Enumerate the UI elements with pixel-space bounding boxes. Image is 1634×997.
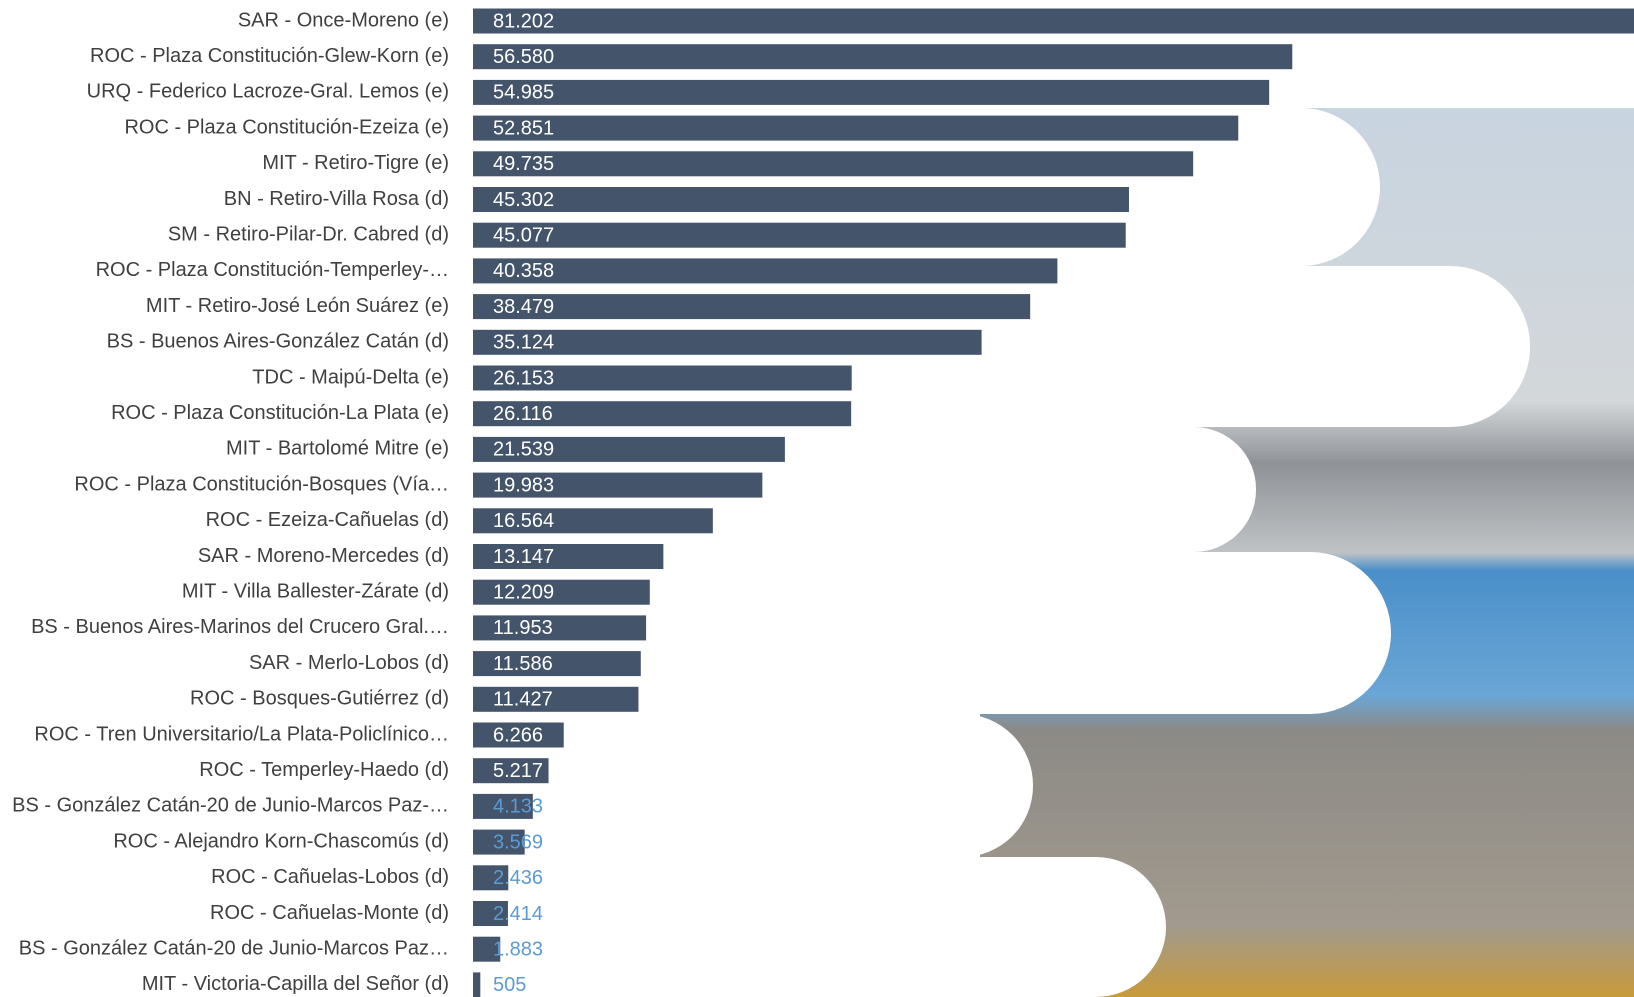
category-label: BS - González Catán-20 de Junio-Marcos P…	[12, 795, 449, 817]
value-label: 45.077	[493, 224, 554, 246]
bar	[473, 401, 852, 427]
bar	[473, 8, 1634, 34]
bar	[473, 651, 641, 677]
category-label: MIT - Bartolomé Mitre (e)	[226, 438, 449, 460]
category-label: MIT - Victoria-Capilla del Señor (d)	[142, 973, 449, 995]
category-label: ROC - Bosques-Gutiérrez (d)	[190, 688, 449, 710]
category-label: ROC - Plaza Constitución-Ezeiza (e)	[124, 116, 449, 138]
value-label: 16.564	[493, 510, 554, 532]
value-label: 13.147	[493, 546, 554, 568]
category-label: MIT - Villa Ballester-Zárate (d)	[182, 580, 449, 602]
bar	[473, 79, 1270, 105]
value-label: 4.133	[493, 796, 543, 818]
category-label: ROC - Cañuelas-Monte (d)	[210, 902, 449, 924]
category-label: BN - Retiro-Villa Rosa (d)	[224, 188, 449, 210]
category-label: TDC - Maipú-Delta (e)	[252, 366, 449, 388]
value-label: 38.479	[493, 296, 554, 318]
bar	[473, 829, 525, 855]
bar	[473, 294, 1031, 320]
category-label: SAR - Merlo-Lobos (d)	[249, 652, 449, 674]
value-label: 11.427	[493, 689, 553, 711]
value-label: 11.953	[493, 617, 553, 639]
bar	[473, 258, 1058, 284]
bar	[473, 544, 664, 569]
bar	[473, 793, 533, 819]
bar	[473, 508, 713, 534]
category-label: SAR - Moreno-Mercedes (d)	[198, 545, 449, 567]
bar	[473, 579, 650, 605]
bar	[473, 436, 785, 462]
value-label: 26.153	[493, 367, 554, 389]
value-label: 40.358	[493, 260, 554, 282]
value-label: 1.883	[493, 938, 543, 960]
category-label: ROC - Temperley-Haedo (d)	[199, 759, 449, 781]
value-label: 11.586	[493, 653, 553, 675]
bar	[473, 329, 982, 355]
bar	[473, 222, 1126, 248]
bar	[473, 615, 647, 641]
bar	[473, 686, 639, 712]
bar	[473, 722, 564, 748]
value-label: 56.580	[493, 46, 554, 68]
value-label: 505	[493, 974, 526, 996]
value-label: 19.983	[493, 474, 554, 496]
value-label: 5.217	[493, 760, 543, 782]
bar	[473, 151, 1194, 177]
category-label: ROC - Alejandro Korn-Chascomús (d)	[113, 830, 449, 852]
category-label: ROC - Plaza Constitución-Bosques (Vía…	[74, 473, 449, 495]
category-label: ROC - Tren Universitario/La Plata-Policl…	[34, 723, 449, 745]
value-label: 6.266	[493, 724, 543, 746]
category-label: BS - Buenos Aires-Marinos del Crucero Gr…	[31, 616, 449, 638]
value-label: 49.735	[493, 153, 554, 175]
bar	[473, 365, 852, 391]
plot-area: SAR - Once-Moreno (e) 81.202 ROC - Plaza C…	[12, 8, 1634, 997]
bar	[473, 901, 508, 926]
category-label: MIT - Retiro-Tigre (e)	[262, 152, 449, 174]
value-label: 26.116	[493, 403, 553, 425]
bar	[473, 472, 763, 498]
value-label: 52.851	[493, 117, 554, 139]
bar	[473, 972, 481, 997]
bar	[473, 758, 549, 784]
value-label: 81.202	[493, 10, 554, 32]
bar	[473, 44, 1293, 70]
category-label: BS - González Catán-20 de Junio-Marcos P…	[19, 937, 449, 959]
category-label: SAR - Once-Moreno (e)	[238, 9, 449, 31]
bar	[473, 115, 1239, 141]
value-label: 21.539	[493, 439, 554, 461]
bar	[473, 936, 501, 962]
value-label: 2.414	[493, 903, 543, 925]
bar	[473, 187, 1129, 212]
category-label: BS - Buenos Aires-González Catán (d)	[107, 331, 449, 353]
category-label: MIT - Retiro-José León Suárez (e)	[146, 295, 449, 317]
value-label: 2.436	[493, 867, 543, 889]
bar	[473, 865, 509, 891]
category-label: ROC - Plaza Constitución-La Plata (e)	[111, 402, 449, 424]
category-label: ROC - Ezeiza-Cañuelas (d)	[206, 509, 449, 531]
value-label: 54.985	[493, 82, 554, 104]
category-label: SM - Retiro-Pilar-Dr. Cabred (d)	[168, 223, 449, 245]
value-label: 12.209	[493, 581, 554, 603]
value-label: 3.569	[493, 831, 543, 853]
category-label: URQ - Federico Lacroze-Gral. Lemos (e)	[87, 81, 449, 103]
value-label: 35.124	[493, 332, 554, 354]
category-label: ROC - Plaza Constitución-Glew-Korn (e)	[90, 45, 449, 67]
category-label: ROC - Cañuelas-Lobos (d)	[211, 866, 449, 888]
value-label: 45.302	[493, 189, 554, 211]
category-label: ROC - Plaza Constitución-Temperley-…	[96, 259, 449, 281]
